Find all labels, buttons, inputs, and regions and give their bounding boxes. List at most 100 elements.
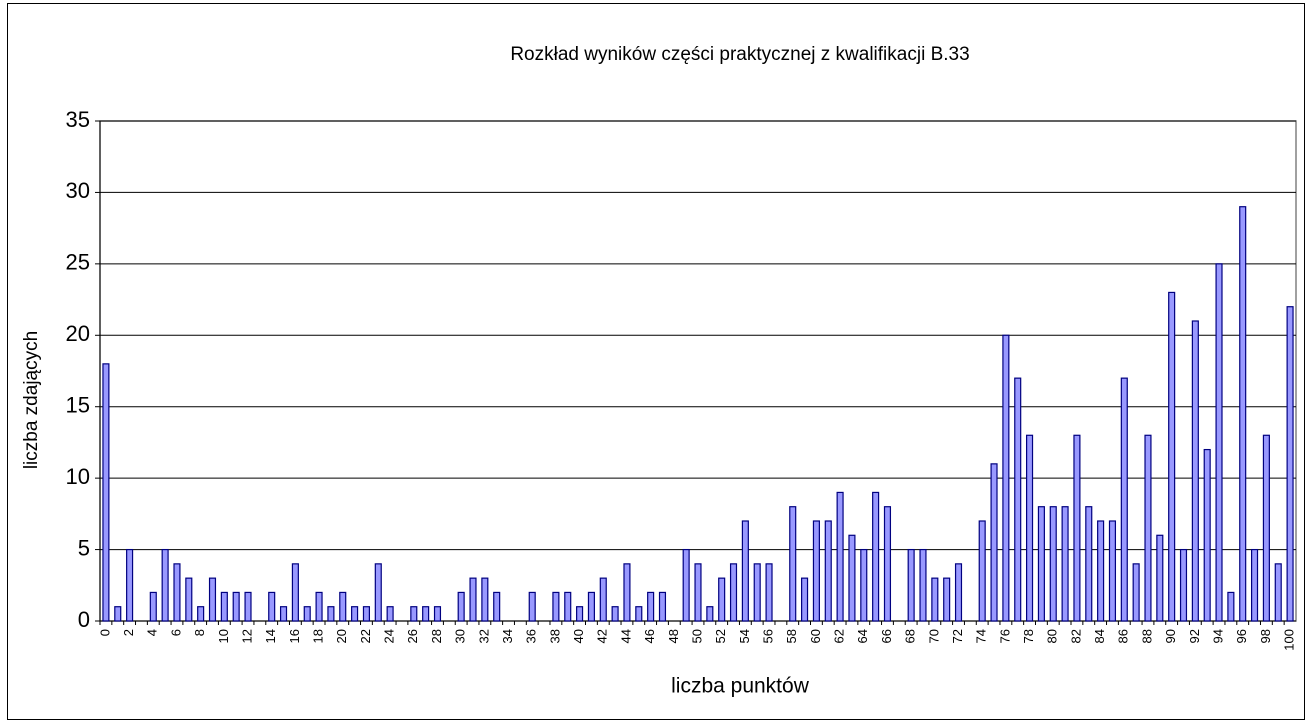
x-tick-label: 0 xyxy=(97,629,112,636)
bar xyxy=(327,606,335,622)
x-tick-label: 6 xyxy=(168,629,183,636)
bar xyxy=(1262,434,1270,622)
bar xyxy=(232,591,240,622)
x-tick-label: 24 xyxy=(382,629,397,643)
bar xyxy=(279,606,288,622)
bar xyxy=(599,577,607,622)
bar xyxy=(872,491,880,622)
bar xyxy=(386,606,394,622)
x-tick-label: 36 xyxy=(524,629,539,643)
bar xyxy=(694,563,702,622)
bar xyxy=(303,606,311,622)
x-tick-label: 94 xyxy=(1210,629,1225,643)
bar xyxy=(1168,291,1176,622)
bar xyxy=(1061,506,1069,622)
x-tick-label: 90 xyxy=(1163,629,1178,643)
bar xyxy=(1203,448,1211,622)
y-tick-label: 35 xyxy=(66,107,90,132)
bar xyxy=(1227,591,1235,622)
x-tick-label: 56 xyxy=(760,629,775,643)
bar xyxy=(244,591,252,622)
bar xyxy=(149,591,157,622)
x-tick-label: 52 xyxy=(713,629,728,643)
bar xyxy=(1026,434,1034,622)
x-tick-label: 44 xyxy=(618,629,633,643)
bar xyxy=(374,563,382,622)
x-tick-label: 48 xyxy=(666,629,681,643)
bar xyxy=(954,563,963,622)
x-tick-label: 30 xyxy=(453,629,468,643)
x-tick-label: 42 xyxy=(595,629,610,643)
bar xyxy=(943,577,951,622)
bar xyxy=(315,591,323,622)
y-tick-label: 15 xyxy=(66,393,90,418)
bar xyxy=(469,577,477,622)
bar xyxy=(564,591,572,622)
y-tick-label: 0 xyxy=(78,607,90,632)
x-tick-label: 8 xyxy=(192,629,207,636)
x-tick-label: 4 xyxy=(145,629,160,636)
bar xyxy=(576,606,584,622)
y-tick-label: 10 xyxy=(66,464,90,489)
bar xyxy=(291,563,299,622)
bar xyxy=(422,606,430,622)
x-tick-label: 92 xyxy=(1187,629,1202,643)
chart-title: Rozkład wyników części praktycznej z kwa… xyxy=(510,44,969,65)
bar xyxy=(1002,334,1010,622)
bar xyxy=(197,606,205,622)
bar xyxy=(1132,563,1140,622)
x-tick-label: 40 xyxy=(571,629,586,643)
bar xyxy=(789,506,797,622)
bar xyxy=(1037,506,1045,622)
x-tick-label: 84 xyxy=(1092,629,1107,643)
bar xyxy=(161,548,169,622)
x-tick-label: 62 xyxy=(832,629,847,643)
bar xyxy=(208,577,217,622)
x-tick-label: 96 xyxy=(1234,629,1249,643)
bar xyxy=(587,591,595,622)
x-tick-label: 46 xyxy=(642,629,657,643)
x-tick-label: 88 xyxy=(1139,629,1154,643)
x-tick-label: 76 xyxy=(997,629,1012,643)
bar xyxy=(978,520,986,622)
x-tick-label: 86 xyxy=(1116,629,1131,643)
bar xyxy=(1274,563,1282,622)
bar xyxy=(729,563,738,622)
bar xyxy=(1108,520,1117,622)
x-tick-label: 28 xyxy=(429,629,444,643)
x-tick-label: 78 xyxy=(1021,629,1036,643)
bar xyxy=(362,606,370,622)
y-tick-label: 20 xyxy=(66,321,90,346)
bar xyxy=(220,591,228,622)
bar xyxy=(824,520,832,622)
bar xyxy=(1286,306,1294,622)
bar xyxy=(718,577,726,622)
bar xyxy=(457,591,465,622)
bar xyxy=(919,548,927,622)
x-tick-label: 58 xyxy=(784,629,799,643)
x-tick-label: 16 xyxy=(287,629,302,643)
x-tick-label: 54 xyxy=(737,629,752,643)
x-tick-label: 72 xyxy=(950,629,965,643)
bar xyxy=(883,506,892,622)
bar xyxy=(493,591,501,622)
bar xyxy=(114,606,122,622)
bar xyxy=(647,591,655,622)
x-tick-label: 26 xyxy=(405,629,420,643)
bar xyxy=(268,591,276,622)
bar xyxy=(801,577,809,622)
bar xyxy=(623,563,631,622)
x-tick-label: 34 xyxy=(500,629,515,643)
x-tick-label: 14 xyxy=(263,629,278,643)
bar xyxy=(339,591,347,622)
bar xyxy=(528,591,536,622)
bar xyxy=(1120,377,1128,622)
bar xyxy=(741,520,749,622)
bar xyxy=(907,548,915,622)
x-tick-label: 10 xyxy=(216,629,231,643)
bar xyxy=(765,563,773,622)
x-tick-label: 2 xyxy=(121,629,136,636)
x-tick-label: 50 xyxy=(689,629,704,643)
y-tick-label: 30 xyxy=(66,178,90,203)
